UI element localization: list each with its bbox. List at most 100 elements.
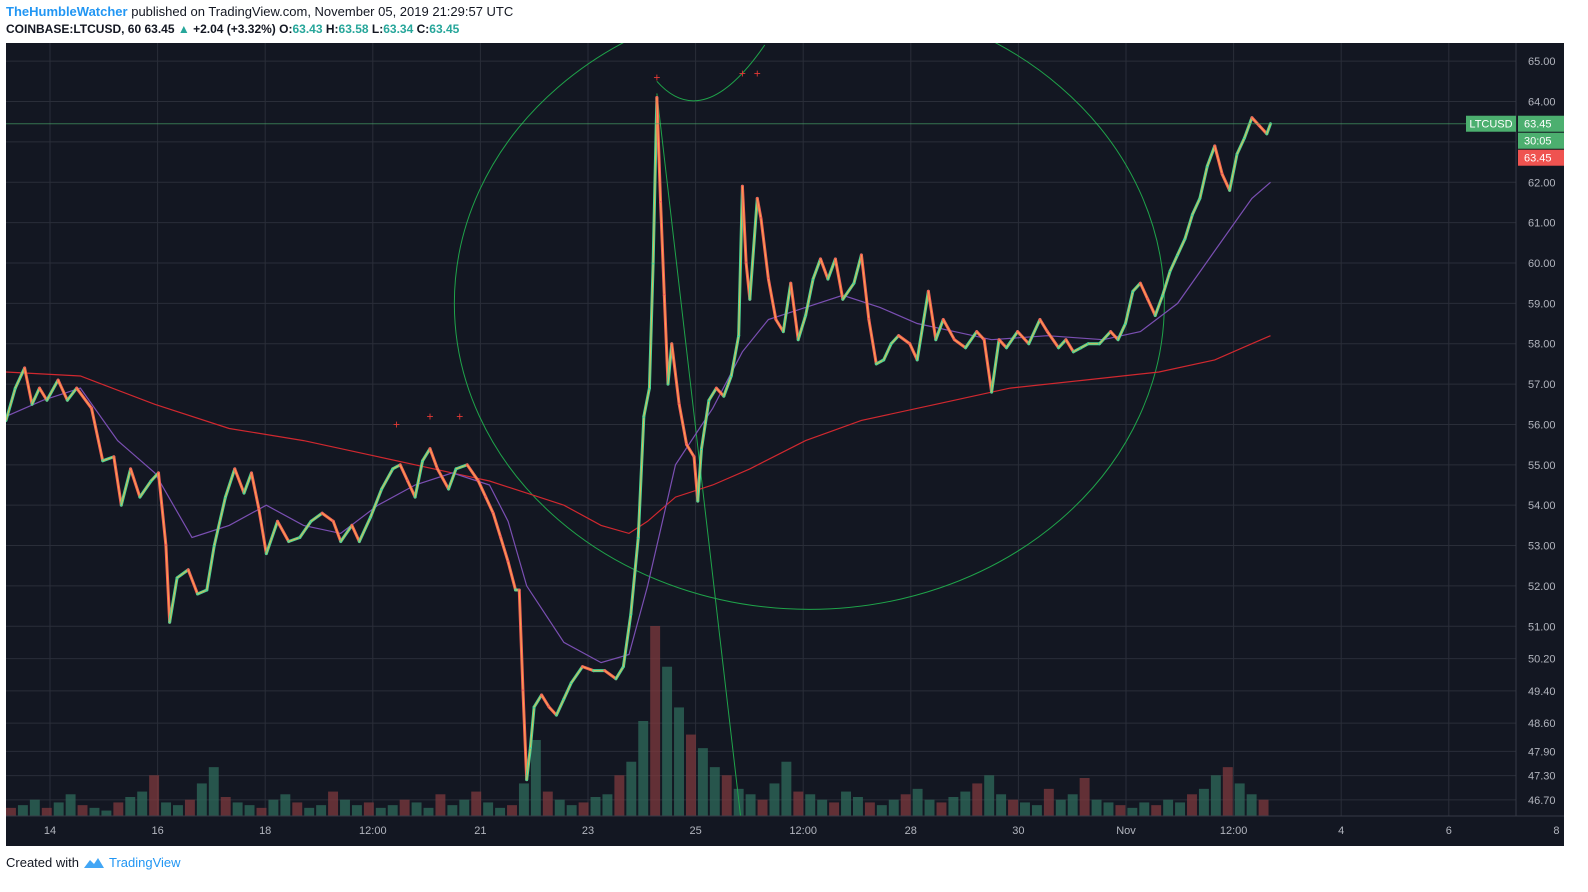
time-tick-label: 30 xyxy=(1012,825,1024,837)
last-price-tag-label: 63.45 xyxy=(1524,119,1552,131)
price-wick-line xyxy=(790,283,799,340)
price-wick-line xyxy=(604,670,617,680)
volume-bar xyxy=(745,794,756,816)
price-wick-line xyxy=(716,387,725,397)
volume-bar xyxy=(268,799,279,816)
publish-text: published on TradingView.com, November 0… xyxy=(131,4,514,19)
tradingview-link[interactable]: TradingView xyxy=(108,855,181,870)
time-tick-label: 18 xyxy=(259,825,271,837)
open-value: 63.43 xyxy=(292,22,323,36)
price-wick-line xyxy=(663,295,669,385)
volume-bar xyxy=(626,761,637,816)
price-wick-line xyxy=(1266,123,1272,134)
volume-bar xyxy=(53,802,64,816)
volume-bar xyxy=(829,802,840,816)
price-wick-line xyxy=(485,496,494,514)
low-value: 63.34 xyxy=(383,22,414,36)
price-wick-line xyxy=(738,186,743,336)
price-tick-label: 60.00 xyxy=(1528,258,1556,270)
ohlc-line: COINBASE:LTCUSD, 60 63.45 ▲ +2.04 (+3.32… xyxy=(6,22,459,36)
price-tick-label: 51.00 xyxy=(1528,621,1556,633)
price-wick-line xyxy=(868,319,877,364)
volume-bar xyxy=(1198,788,1209,816)
volume-bar xyxy=(208,767,219,816)
volume-bar xyxy=(888,799,899,816)
price-wick-line xyxy=(1154,295,1164,316)
price-wick-line xyxy=(954,339,966,349)
volume-bar xyxy=(304,807,315,816)
volume-bar xyxy=(507,805,517,816)
ma-short-line xyxy=(5,181,1271,664)
price-wick-line xyxy=(466,464,479,482)
price-wick-line xyxy=(1244,117,1253,139)
created-with-text: Created with xyxy=(6,855,79,870)
author-link[interactable]: TheHumbleWatcher xyxy=(6,4,128,19)
high-label: H: xyxy=(325,22,339,36)
volume-bar xyxy=(948,797,959,816)
price-wick-line xyxy=(1139,282,1149,300)
price-chart[interactable]: ++++++ 65.0064.0063.0062.0061.0060.0059.… xyxy=(4,0,1564,846)
price-wick-line xyxy=(533,694,542,708)
volume-bar xyxy=(292,802,303,816)
volume-bar xyxy=(864,802,875,816)
price-tick-label: 58.00 xyxy=(1528,339,1556,351)
price-wick-line xyxy=(656,97,662,203)
price-wick-line xyxy=(436,468,450,490)
price-tags: LTCUSD 63.45 30:05 63.45 xyxy=(6,115,1564,166)
price-tick-label: 46.70 xyxy=(1528,795,1556,807)
price-wick-line xyxy=(983,339,993,393)
price-wick-line xyxy=(351,525,360,542)
price-wick-line xyxy=(414,460,424,498)
volume-bar xyxy=(852,797,863,816)
volume-bar xyxy=(817,799,828,816)
volume-bar xyxy=(602,794,613,816)
price-wick-line xyxy=(797,315,807,340)
price-wick-line xyxy=(805,279,814,316)
volume-bar xyxy=(280,794,291,816)
volume-bar xyxy=(1020,802,1030,816)
price-wick-line xyxy=(288,537,300,542)
price-wick-line xyxy=(723,375,732,397)
price-tick-label: 53.00 xyxy=(1528,541,1556,553)
price-axis-panel[interactable] xyxy=(1516,43,1564,846)
price-wick-line xyxy=(991,339,1000,393)
signal-markers: + + + + + + xyxy=(393,66,761,431)
price-wick-line xyxy=(1199,166,1208,199)
volume-bar xyxy=(483,802,494,816)
volume-bar xyxy=(316,805,327,816)
volume-bar xyxy=(638,721,649,816)
price-wick-line xyxy=(860,254,870,320)
price-wick-line xyxy=(890,335,899,345)
price-wick-line xyxy=(760,218,769,280)
fib-arc-small xyxy=(656,44,766,102)
chart-panel[interactable]: ++++++ 65.0064.0063.0062.0061.0060.0059.… xyxy=(4,0,1564,846)
price-wick-line xyxy=(529,706,535,748)
price-wick-line xyxy=(782,283,792,332)
price-wick-line xyxy=(622,614,632,667)
price-wick-line xyxy=(455,464,468,470)
price-tick-label: 62.00 xyxy=(1528,177,1556,189)
volume-bar xyxy=(769,783,780,816)
price-wick-line xyxy=(1177,238,1186,256)
symbol-label[interactable]: COINBASE:LTCUSD, 60 xyxy=(6,22,142,36)
price-wick-line xyxy=(429,448,438,470)
price-wick-line xyxy=(741,186,747,264)
price-wick-line xyxy=(812,258,821,280)
volume-bar xyxy=(173,805,183,816)
volume-bar xyxy=(1115,805,1126,816)
price-wick-line xyxy=(139,480,152,498)
volume-bar xyxy=(232,802,243,816)
time-tick-label: 28 xyxy=(905,825,917,837)
price-wick-line xyxy=(1229,153,1238,191)
volume-bar xyxy=(471,791,482,816)
price-tick-label: 64.00 xyxy=(1528,97,1556,109)
price-wick-line xyxy=(935,319,944,340)
price-wick-line xyxy=(1259,125,1268,135)
time-tick-label: 4 xyxy=(1338,825,1344,837)
close-label: C: xyxy=(416,22,430,36)
price-wick-line xyxy=(477,480,487,498)
volume-bar xyxy=(518,783,529,816)
price-wick-line xyxy=(165,545,171,623)
price-tick-label: 59.00 xyxy=(1528,298,1556,310)
